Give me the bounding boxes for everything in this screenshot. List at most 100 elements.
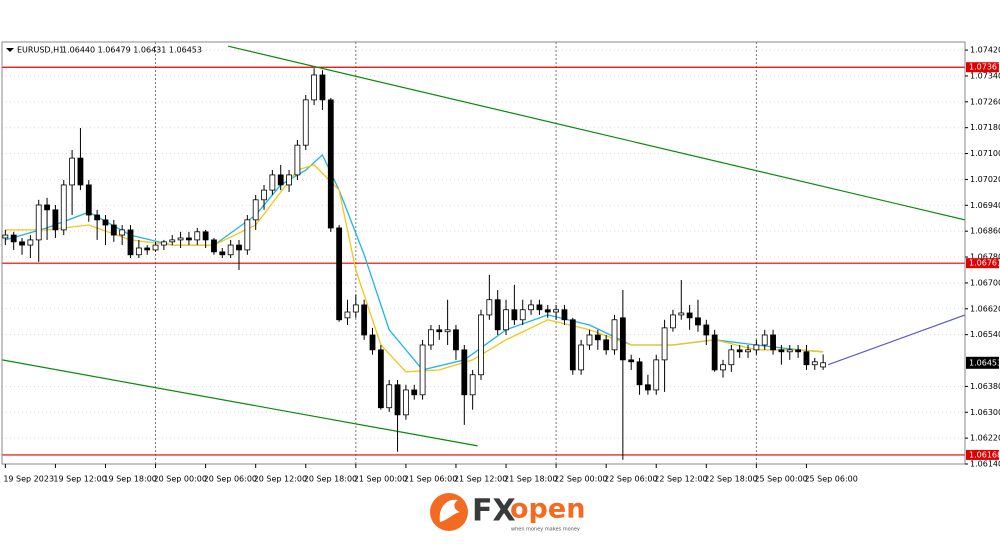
level-tag [966, 449, 999, 460]
candle-body [611, 319, 618, 351]
y-tick-label: 1.06860 [970, 227, 1000, 236]
y-tick-label: 1.07340 [970, 71, 1000, 80]
candle-body [227, 244, 234, 256]
candle-body [169, 239, 176, 243]
candle-body [761, 334, 768, 346]
plot-area [2, 42, 965, 464]
trendline [2, 359, 478, 447]
candle-body [453, 329, 459, 351]
candle-body [536, 304, 543, 311]
candle-body [2, 234, 9, 239]
candle-body [686, 312, 693, 319]
candle-body [52, 209, 59, 231]
candle-body [411, 389, 418, 396]
y-tick-label: 1.06620 [970, 304, 1000, 313]
x-tick-label: 22 Sep 00:00 [554, 475, 607, 484]
level-label: 1.07367 [969, 63, 1000, 72]
candle-body [386, 384, 393, 409]
x-tick-label: 20 Sep 06:00 [204, 475, 257, 484]
candle-body [636, 361, 643, 386]
candle-body [569, 319, 576, 371]
plot-frame [1, 41, 966, 465]
candle-body [736, 349, 743, 353]
candle-body [336, 227, 343, 321]
quote: 1.06440 1.06479 1.06431 1.06453 [62, 46, 202, 55]
x-tick-label: 22 Sep 06:00 [604, 475, 657, 484]
candle-body [419, 344, 426, 396]
candle-body [486, 299, 493, 316]
candle-body [428, 329, 434, 346]
y-tick-label: 1.06220 [970, 434, 1000, 443]
logo: FX open when money makes money [430, 493, 585, 533]
candle-body [294, 144, 301, 176]
candle-body [544, 309, 551, 313]
candle-body [77, 157, 84, 186]
logo-dragon [439, 499, 460, 522]
candle-body [578, 344, 585, 371]
candle-body [770, 334, 776, 351]
price-label: 1.06453 [969, 358, 1000, 367]
candle-body [110, 224, 117, 236]
candle-body [160, 241, 167, 246]
y-tick-label: 1.07100 [970, 149, 1000, 158]
y-tick-label: 1.06700 [970, 278, 1000, 287]
candle-body [711, 334, 718, 371]
x-tick-label: 19 Sep 2023 [3, 475, 54, 484]
x-tick-label: 19 Sep 12:00 [53, 475, 106, 484]
x-tick-label: 25 Sep 00:00 [754, 475, 807, 484]
candle-body [553, 309, 560, 313]
y-tick-label: 1.06140 [970, 460, 1000, 469]
x-tick-label: 20 Sep 18:00 [304, 475, 357, 484]
logo-fx: FX [472, 494, 516, 529]
candle-body [319, 74, 326, 101]
candle-body [461, 349, 468, 396]
candle-body [277, 174, 284, 186]
candle-body [786, 349, 793, 353]
y-tick-label: 1.06940 [970, 201, 1000, 210]
level-tag [966, 258, 999, 269]
candle-body [678, 312, 685, 316]
candle-body [628, 359, 635, 363]
candle-body [327, 99, 334, 229]
candle-body [44, 204, 50, 211]
candle-body [695, 317, 701, 326]
symbol-arrow [6, 48, 14, 52]
y-tick-label: 1.06540 [970, 330, 1000, 339]
candle-body [127, 229, 134, 256]
candle-body [361, 304, 368, 336]
plot-inner [2, 42, 965, 464]
candle-body [311, 74, 317, 101]
candle-body [211, 239, 217, 253]
candle-body [795, 349, 802, 353]
candle-body [494, 299, 501, 331]
candle-body [177, 237, 184, 241]
price-tag [966, 356, 999, 369]
candle-body [469, 374, 476, 396]
y-tick-label: 1.06380 [970, 382, 1000, 391]
candle-body [85, 184, 92, 216]
candle-body [586, 334, 593, 346]
symbol: EURUSD,H1 [17, 46, 64, 55]
candle-body [27, 239, 34, 246]
y-tick-label: 1.06780 [970, 253, 1000, 262]
candle-body [144, 247, 151, 251]
trendline [228, 45, 965, 221]
candle-body [302, 99, 309, 146]
candle-body [444, 329, 451, 333]
candle-body [60, 184, 67, 231]
candle-body [119, 229, 126, 236]
candle-body [561, 309, 568, 321]
y-tick-label: 1.07260 [970, 97, 1000, 106]
x-tick-label: 22 Sep 18:00 [704, 475, 757, 484]
candle-body [653, 359, 660, 391]
candle-body [202, 231, 209, 241]
y-tick-label: 1.07180 [970, 123, 1000, 132]
candle-body [728, 349, 735, 366]
x-tick-label: 21 Sep 00:00 [354, 475, 407, 484]
candle-body [344, 311, 351, 319]
level-label: 1.06168 [969, 450, 1000, 459]
candle-body [811, 361, 818, 366]
candle-body [661, 327, 668, 361]
candle-body [35, 204, 42, 241]
